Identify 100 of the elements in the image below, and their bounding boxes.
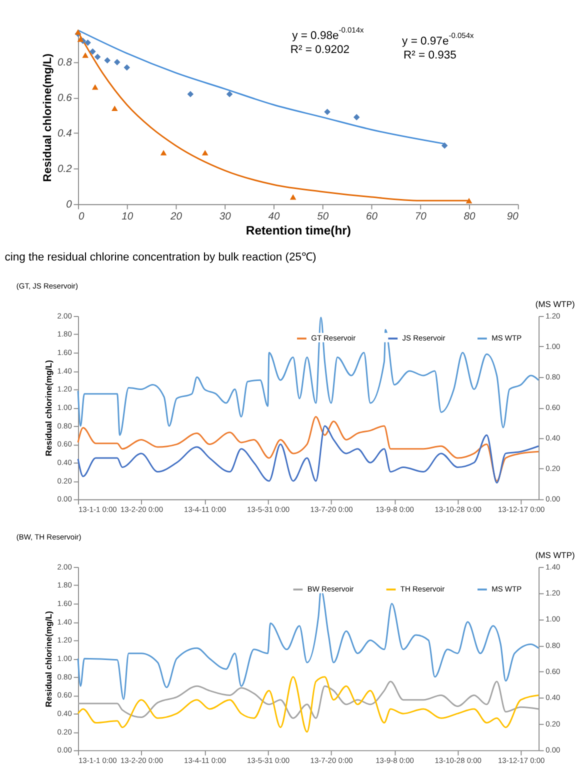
x-tick-label: 40 — [268, 212, 280, 223]
y-tick-label: 0.20 — [57, 476, 72, 486]
chart-title: (GT, JS Reservoir) — [16, 282, 79, 291]
x-tick-label: 90 — [506, 212, 519, 223]
y2-tick-label: 1.40 — [546, 562, 560, 572]
y-tick-label: 1.20 — [57, 636, 72, 645]
x-tick-label: 13-2-20 0:00 — [120, 756, 164, 765]
y-axis-title: Residual chlorine(mg/L) — [44, 610, 54, 708]
x-tick-label: 0 — [78, 212, 84, 223]
x-tick-label: 13-10-28 0:00 — [434, 504, 482, 514]
y2-tick-label: 1.20 — [546, 311, 560, 320]
x-tick-label: 10 — [122, 212, 134, 223]
y-tick-label: 0.80 — [57, 421, 72, 430]
y-tick-label: 1.40 — [57, 617, 72, 626]
y2-tick-label: 1.00 — [546, 342, 560, 351]
x-tick-label: 30 — [219, 212, 232, 223]
point — [124, 64, 130, 71]
y-tick-label: 1.20 — [57, 384, 72, 394]
point — [114, 59, 120, 66]
x-tick-label: 13-5-31 0:00 — [247, 756, 290, 765]
line-series — [77, 416, 540, 482]
point — [466, 198, 472, 204]
line-series — [77, 680, 540, 719]
y-tick-label: 0.2 — [58, 164, 72, 175]
point — [202, 150, 208, 156]
y-tick-label: 0.60 — [57, 690, 72, 700]
y-tick-label: 1.40 — [57, 366, 72, 376]
line-series — [77, 676, 540, 733]
line-series — [77, 425, 540, 484]
x-tick-label: 20 — [169, 212, 182, 223]
y-tick-label: 0.4 — [58, 128, 72, 140]
x-tick-label: 60 — [366, 212, 378, 223]
y2-axis-title: (MS WTP) — [535, 299, 575, 310]
x-tick-label: 13-7-20 0:00 — [310, 756, 353, 765]
y-tick-label: 1.00 — [57, 402, 72, 412]
y2-tick-label: 0.00 — [546, 746, 560, 755]
y2-tick-label: 0.00 — [546, 494, 560, 504]
y-axis-title: Residual chlorine(mg/L) — [42, 53, 54, 182]
point — [441, 142, 448, 149]
x-tick-label: 13-4-11 0:00 — [184, 504, 226, 514]
x-tick-label: 13-5-31 0:00 — [247, 504, 290, 514]
x-tick-label: 13-7-20 0:00 — [310, 504, 353, 514]
y-tick-label: 0.6 — [58, 92, 72, 104]
x-tick-label: 13-9-8 0:00 — [376, 756, 414, 765]
x-tick-label: 80 — [464, 212, 476, 223]
x-tick-label: 13-12-17 0:00 — [498, 756, 545, 765]
y2-tick-label: 1.20 — [546, 588, 560, 598]
y2-tick-label: 0.20 — [546, 719, 560, 728]
y-tick-label: 1.60 — [57, 348, 72, 357]
point — [84, 40, 91, 46]
y2-axis-title: (MS WTP) — [535, 550, 575, 560]
point — [160, 150, 167, 156]
y-tick-label: 0.80 — [57, 672, 72, 682]
y2-tick-label: 0.80 — [546, 640, 560, 650]
x-tick-label: 70 — [414, 212, 427, 223]
y-tick-label: 1.00 — [57, 654, 72, 663]
y-axis-title: Residual chlorine(mg/L) — [44, 360, 54, 456]
point — [324, 108, 330, 116]
y-tick-label: 2.00 — [57, 562, 72, 572]
point — [290, 194, 296, 200]
x-tick-label: 13-9-8 0:00 — [376, 504, 414, 514]
x-axis-title: Retention time(hr) — [246, 224, 351, 238]
y2-tick-label: 1.00 — [546, 614, 560, 624]
y2-tick-label: 0.80 — [546, 372, 560, 382]
text: cing the residual chlorine concentration by bulk reaction (25℃) — [4, 252, 317, 264]
x-tick-label: 13-2-20 0:00 — [120, 504, 164, 514]
point — [104, 57, 110, 64]
point — [187, 90, 194, 98]
y-tick-label: 1.80 — [57, 580, 72, 590]
y-tick-label: 0.40 — [57, 458, 72, 467]
point — [92, 84, 98, 90]
x-tick-label: 13-10-28 0:00 — [434, 756, 482, 765]
y-tick-label: 0.40 — [57, 708, 72, 718]
y-tick-label: 0 — [66, 199, 72, 210]
y2-tick-label: 0.20 — [546, 464, 560, 474]
legend-label: BW Reservoir — [307, 584, 354, 594]
x-tick-label: 13-1-1 0:00 — [78, 504, 117, 514]
y-tick-label: 0.00 — [57, 494, 72, 504]
y2-tick-label: 0.40 — [546, 434, 560, 443]
y2-tick-label: 0.60 — [546, 667, 560, 676]
y-tick-label: 1.80 — [57, 330, 72, 339]
x-tick-label: 13-1-1 0:00 — [78, 756, 117, 765]
y-tick-label: 1.60 — [57, 598, 72, 608]
x-tick-label: 13-4-11 0:00 — [184, 756, 226, 765]
point — [353, 114, 360, 120]
legend-label: GT Reservoir — [311, 333, 356, 342]
point — [77, 36, 84, 42]
line-series — [77, 316, 540, 436]
point — [90, 48, 96, 55]
legend-label: TH Reservoir — [400, 584, 446, 594]
legend-label: JS Reservoir — [402, 333, 446, 342]
legend-label: MS WTP — [492, 584, 522, 594]
y-tick-label: 0.00 — [57, 746, 72, 755]
y-tick-label: 0.8 — [58, 57, 72, 68]
y2-tick-label: 0.60 — [546, 402, 560, 412]
y2-tick-label: 0.40 — [546, 693, 560, 702]
x-tick-label: 50 — [317, 212, 329, 223]
y-tick-label: 2.00 — [57, 311, 72, 320]
annotation: R² = 0.935 — [403, 49, 456, 62]
y-tick-label: 0.20 — [57, 727, 72, 736]
